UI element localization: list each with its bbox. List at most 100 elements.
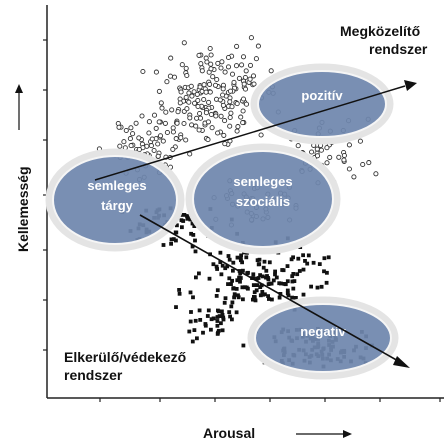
avoidance-point-345 [177,288,181,292]
avoidance-point-322 [209,317,214,322]
approach-point-114 [229,71,236,77]
avoidance-point-121 [264,268,269,273]
approach-point-288 [351,174,357,180]
approach-point-98 [153,69,159,75]
approach-point-187 [220,86,226,92]
avoidance-arrowhead [393,356,410,368]
avoidance-point-148 [317,262,322,266]
avoidance-point-111 [225,264,230,269]
approach-point-219 [174,120,180,126]
approach-point-135 [222,141,228,147]
avoidance-point-179 [223,296,228,301]
approach-point-150 [195,103,201,110]
avoidance-point-103 [290,295,294,300]
avoidance-point-204 [258,293,263,298]
avoidance-point-328 [205,314,210,318]
avoidance-point-122 [238,279,242,284]
approach-point-70 [243,68,249,74]
semleges-targy-label-line-1: semleges [87,178,146,193]
approach-point-39 [234,43,240,49]
avoidance-point-344 [206,308,211,313]
avoidance-trend-line [139,214,401,363]
approach-point-195 [136,135,142,141]
avoidance-point-132 [311,260,316,265]
avoidance-point-313 [217,314,222,318]
approach-point-159 [215,60,221,66]
avoidance-point-205 [215,288,220,293]
avoidance-point-45 [181,219,186,223]
avoidance-point-147 [255,258,260,263]
avoidance-point-24 [193,238,197,243]
avoidance-point-156 [295,272,300,277]
avoidance-point-31 [185,214,189,218]
avoidance-point-150 [309,284,313,289]
avoidance-point-196 [227,257,232,262]
avoidance-point-334 [188,319,193,324]
approach-point-300 [314,153,321,159]
avoidance-point-182 [215,267,219,271]
avoidance-point-57 [174,238,178,243]
avoidance-point-55 [171,237,176,241]
avoidance-point-343 [190,339,195,344]
avoidance-point-325 [209,327,213,332]
avoidance-point-112 [220,263,225,268]
approach-point-105 [208,52,214,58]
approach-point-61 [251,81,257,87]
approach-point-87 [258,132,264,138]
semleges-targy-label-line-2: tárgy [101,198,134,213]
approach-point-118 [234,101,240,107]
avoidance-point-332 [215,319,220,323]
avoidance-point-323 [221,317,226,322]
approach-point-69 [240,120,246,126]
approach-point-63 [183,65,189,71]
approach-point-99 [151,112,158,118]
approach-point-297 [360,161,366,168]
axis-direction-arrows [15,84,352,438]
approach-point-100 [199,68,205,74]
approach-point-151 [205,137,211,143]
avoidance-point-51 [189,231,193,236]
approach-trend-line [94,85,406,181]
approach-point-264 [366,160,372,166]
avoidance-point-346 [195,336,199,341]
approach-point-146 [229,104,235,110]
semleges-targy-ellipse [52,155,178,245]
avoidance-point-166 [238,271,243,276]
approach-point-260 [136,146,142,153]
avoidance-point-335 [189,310,193,314]
avoidance-point-82 [319,284,324,289]
approach-point-248 [155,153,161,159]
avoidance-system-label-line2: rendszer [64,367,123,383]
approach-point-213 [146,130,152,136]
approach-point-166 [189,93,195,99]
avoidance-point-338 [193,318,198,323]
avoidance-point-126 [264,275,268,280]
approach-point-110 [140,68,146,75]
approach-point-302 [341,152,347,159]
avoidance-point-107 [324,280,329,285]
approach-point-96 [222,69,228,75]
avoidance-point-90 [240,260,244,265]
approach-point-252 [130,131,136,137]
avoidance-point-312 [188,290,193,295]
avoidance-point-89 [315,285,320,290]
avoidance-point-207 [303,259,307,263]
avoidance-point-17 [182,213,187,217]
avoidance-point-317 [191,295,195,300]
avoidance-point-159 [251,272,256,277]
avoidance-point-66 [292,279,297,283]
approach-point-172 [186,99,192,105]
avoidance-point-91 [266,277,271,282]
approach-point-123 [227,88,234,94]
approach-point-16 [201,96,207,103]
approach-point-197 [159,105,165,111]
avoidance-point-200 [244,285,249,290]
avoidance-point-149 [241,297,245,302]
approach-point-103 [169,107,175,113]
approach-point-263 [314,146,320,152]
avoidance-point-96 [296,256,301,261]
avoidance-point-62 [290,279,295,284]
avoidance-point-77 [251,283,256,287]
approach-point-102 [227,99,233,105]
avoidance-point-174 [325,270,329,275]
